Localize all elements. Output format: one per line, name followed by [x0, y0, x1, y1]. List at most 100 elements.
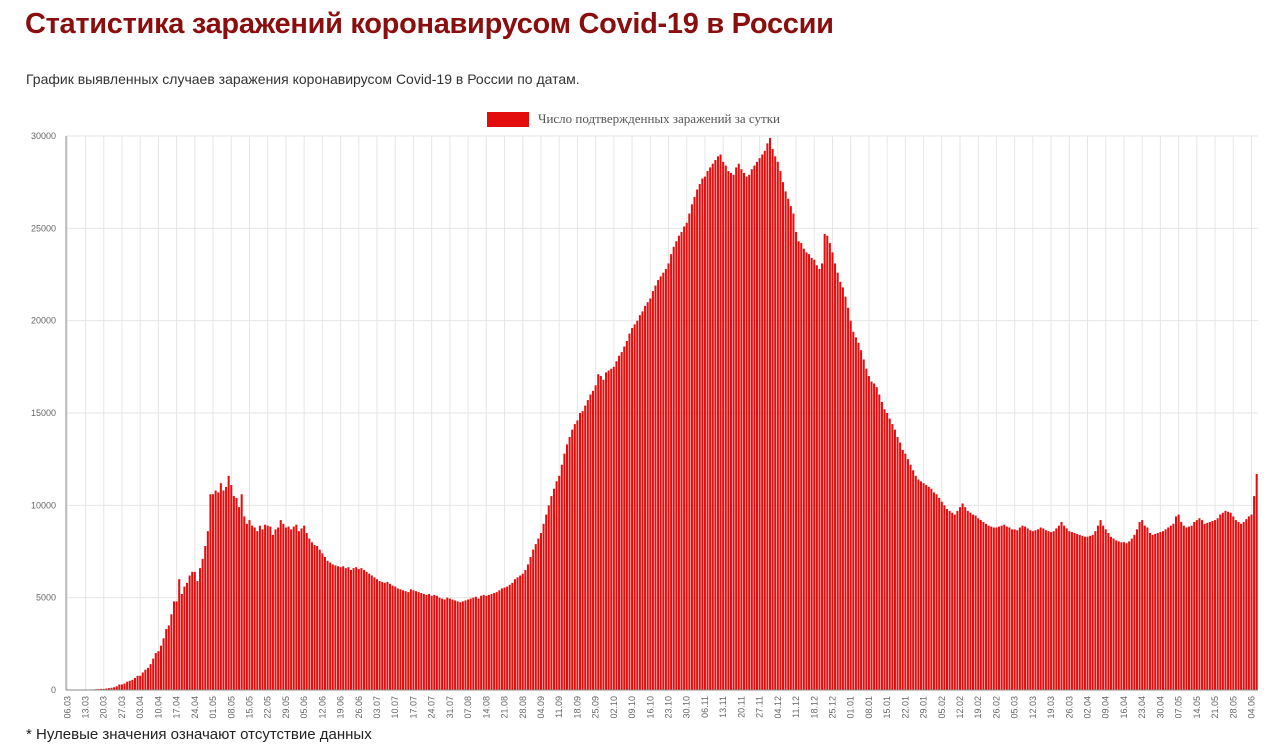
bar[interactable] [782, 182, 785, 690]
bar[interactable] [867, 376, 870, 690]
bar[interactable] [547, 505, 550, 690]
bar[interactable] [560, 464, 563, 690]
bar[interactable] [958, 507, 962, 690]
bar[interactable] [800, 243, 803, 690]
bar[interactable] [1138, 521, 1141, 690]
bar[interactable] [1232, 516, 1235, 690]
bar[interactable] [183, 586, 186, 690]
bar[interactable] [599, 376, 602, 690]
bar[interactable] [1039, 527, 1042, 690]
bar[interactable] [685, 222, 688, 690]
bar[interactable] [243, 516, 246, 690]
bar[interactable] [448, 598, 451, 690]
bar[interactable] [740, 169, 743, 691]
bar[interactable] [1133, 534, 1136, 690]
bar[interactable] [188, 575, 191, 690]
bar[interactable] [797, 241, 800, 690]
bar[interactable] [1029, 530, 1032, 690]
bar[interactable] [1122, 542, 1125, 690]
bar[interactable] [459, 602, 462, 690]
bar[interactable] [888, 418, 891, 690]
bar[interactable] [849, 320, 852, 690]
bar[interactable] [339, 567, 342, 690]
bar[interactable] [175, 601, 178, 690]
bar[interactable] [584, 405, 587, 690]
bar[interactable] [1076, 533, 1079, 690]
bar[interactable] [831, 252, 834, 690]
bar[interactable] [651, 291, 654, 690]
bar[interactable] [758, 158, 761, 690]
bar[interactable] [498, 590, 501, 690]
bar[interactable] [966, 510, 969, 690]
bar[interactable] [636, 320, 639, 690]
bar[interactable] [1156, 533, 1159, 690]
bar[interactable] [118, 684, 121, 690]
bar[interactable] [992, 527, 995, 690]
bar[interactable] [1214, 520, 1217, 690]
bar[interactable] [264, 524, 267, 690]
bar[interactable] [493, 593, 496, 690]
bar[interactable] [1008, 527, 1011, 690]
bar[interactable] [612, 366, 615, 690]
bar[interactable] [256, 531, 259, 690]
bar[interactable] [469, 598, 472, 690]
bar[interactable] [102, 688, 105, 690]
bar[interactable] [883, 409, 886, 690]
bar[interactable] [310, 542, 313, 690]
bar[interactable] [1112, 538, 1115, 690]
bar[interactable] [235, 497, 238, 690]
bar[interactable] [204, 545, 207, 690]
bar[interactable] [326, 560, 329, 690]
bar[interactable] [1089, 535, 1092, 690]
bar[interactable] [677, 235, 680, 690]
bar[interactable] [948, 510, 951, 690]
bar[interactable] [998, 526, 1001, 690]
bar[interactable] [329, 562, 332, 690]
bar[interactable] [196, 581, 199, 690]
bar[interactable] [875, 387, 878, 690]
bar[interactable] [1068, 531, 1071, 690]
bar[interactable] [1115, 540, 1118, 690]
bar[interactable] [579, 413, 582, 690]
bar[interactable] [225, 486, 228, 690]
bar[interactable] [389, 583, 392, 690]
bar[interactable] [618, 355, 621, 690]
bar[interactable] [1021, 525, 1024, 690]
bar[interactable] [154, 653, 157, 690]
bar[interactable] [1206, 522, 1209, 690]
bar[interactable] [795, 232, 798, 690]
bar[interactable] [1037, 529, 1040, 690]
bar[interactable] [1024, 526, 1027, 690]
bar[interactable] [279, 520, 282, 690]
bar[interactable] [893, 429, 896, 690]
chart-legend[interactable]: Число подтвержденных заражений за сутки [487, 110, 780, 128]
bar[interactable] [1146, 527, 1149, 690]
bar[interactable] [945, 509, 949, 690]
bar[interactable] [909, 464, 912, 690]
bar[interactable] [383, 582, 386, 690]
bar[interactable] [667, 263, 670, 690]
bar[interactable] [1182, 525, 1185, 690]
bar[interactable] [159, 645, 163, 690]
bar[interactable] [938, 497, 941, 690]
bar[interactable] [917, 479, 920, 690]
bar[interactable] [454, 600, 457, 690]
bar[interactable] [802, 248, 805, 690]
bar[interactable] [422, 593, 425, 690]
bar[interactable] [391, 585, 394, 690]
bar[interactable] [287, 526, 290, 690]
bar[interactable] [1211, 521, 1214, 690]
bar[interactable] [105, 688, 108, 690]
bar[interactable] [558, 475, 561, 690]
bar[interactable] [485, 595, 488, 690]
bar[interactable] [238, 507, 241, 690]
bar[interactable] [711, 163, 714, 690]
bar[interactable] [271, 534, 274, 690]
bar[interactable] [284, 527, 287, 690]
bar[interactable] [248, 520, 251, 690]
bar[interactable] [766, 143, 769, 691]
bar[interactable] [646, 302, 649, 690]
bar[interactable] [683, 226, 686, 690]
bar[interactable] [1109, 536, 1112, 690]
bar[interactable] [365, 571, 368, 690]
